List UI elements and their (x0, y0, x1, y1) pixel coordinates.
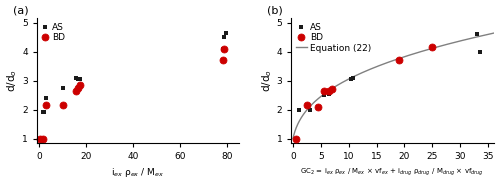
BD (44, 104, 50, 106)
AS (326, 92, 332, 95)
Legend: AS, BD, Equation (22): AS, BD, Equation (22) (294, 21, 374, 54)
BD (396, 59, 402, 61)
BD (38, 137, 44, 140)
BD (220, 59, 226, 61)
Line: Equation (22): Equation (22) (293, 33, 494, 139)
Equation (22) (486, 33, 492, 35)
BD (78, 84, 84, 86)
Equation (22) (398, 57, 404, 59)
Equation (22) (290, 137, 296, 140)
X-axis label: GC$_2$ = i$_{ex}$ ρ$_{ex}$ / M$_{ex}$ × vf$_{ex}$ + i$_{drug}$ ρ$_{drug}$ / M$_{: GC$_2$ = i$_{ex}$ ρ$_{ex}$ / M$_{ex}$ × … (300, 166, 484, 178)
BD (320, 90, 326, 92)
AS (348, 78, 354, 80)
AS (474, 33, 480, 36)
BD (75, 87, 81, 89)
BD (60, 104, 66, 106)
Equation (22) (490, 32, 496, 34)
AS (41, 110, 47, 113)
Equation (22) (454, 41, 460, 43)
AS (40, 110, 46, 113)
Line: AS: AS (40, 31, 228, 114)
BD (430, 46, 436, 48)
Y-axis label: d/d$_o$: d/d$_o$ (260, 69, 274, 92)
AS (72, 77, 78, 79)
BD (326, 90, 332, 92)
Equation (22) (386, 61, 392, 63)
BD (329, 88, 335, 90)
Legend: AS, BD: AS, BD (40, 21, 67, 44)
Line: BD: BD (37, 45, 228, 142)
Line: AS: AS (296, 32, 482, 112)
BD (221, 48, 227, 50)
Text: (b): (b) (267, 6, 283, 16)
BD (72, 90, 78, 92)
AS (306, 108, 312, 111)
Text: (a): (a) (12, 6, 28, 16)
BD (293, 137, 299, 140)
AS (60, 87, 66, 89)
BD (315, 106, 321, 108)
Y-axis label: d/d$_o$: d/d$_o$ (6, 69, 20, 92)
AS (350, 77, 356, 79)
AS (320, 94, 326, 96)
AS (430, 46, 436, 48)
AS (44, 97, 50, 99)
AS (221, 36, 227, 38)
Equation (22) (410, 53, 416, 55)
AS (296, 108, 302, 111)
BD (40, 137, 46, 140)
Line: BD: BD (292, 44, 436, 142)
AS (220, 48, 226, 50)
AS (223, 32, 229, 34)
AS (476, 51, 482, 53)
Equation (22) (385, 61, 391, 63)
X-axis label: i$_{ex}$ ρ$_{ex}$ / M$_{ex}$: i$_{ex}$ ρ$_{ex}$ / M$_{ex}$ (112, 166, 164, 179)
BD (304, 104, 310, 106)
AS (78, 78, 84, 80)
AS (75, 78, 81, 80)
